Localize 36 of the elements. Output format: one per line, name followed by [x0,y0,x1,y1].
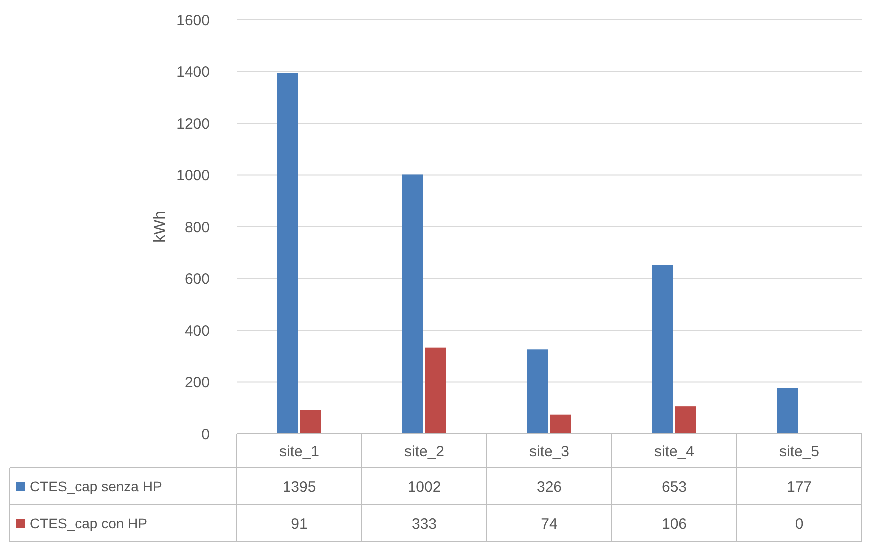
y-tick-label: 200 [184,374,210,392]
data-label: 177 [786,478,812,496]
data-label: 1002 [408,478,442,496]
x-tick-label: site_2 [404,443,445,460]
data-label: 653 [662,478,688,496]
bar [300,410,322,434]
bar [550,414,572,434]
data-label: 0 [795,516,804,533]
x-tick-label: site_4 [654,443,695,460]
bar [278,73,298,434]
y-tick-label: 1200 [176,116,210,133]
bar [402,174,424,434]
bar [528,350,548,434]
y-axis-title: kWh [152,211,169,243]
data-label: 1395 [282,478,316,496]
bar [426,348,446,434]
x-tick-label: site_3 [529,443,570,460]
y-tick-label: 1400 [176,64,210,81]
x-tick-label: site_5 [779,443,820,460]
bar [778,388,798,434]
bar [676,406,696,434]
y-tick-label: 1600 [176,12,210,30]
y-tick-label: 800 [184,219,210,236]
bar [652,265,674,434]
y-tick-label: 600 [184,271,210,288]
data-label: 74 [541,516,558,533]
data-label: 333 [412,516,438,533]
y-tick-label: 1000 [176,168,210,184]
x-tick-label: site_1 [279,443,320,460]
legend-label: CTES_cap con HP [30,515,148,532]
data-label: 326 [536,478,562,496]
legend-label: CTES_cap senza HP [30,478,162,494]
y-tick-label: 400 [184,322,210,340]
data-label: 91 [291,516,308,533]
data-label: 106 [662,516,688,533]
y-tick-label: 0 [202,426,210,444]
